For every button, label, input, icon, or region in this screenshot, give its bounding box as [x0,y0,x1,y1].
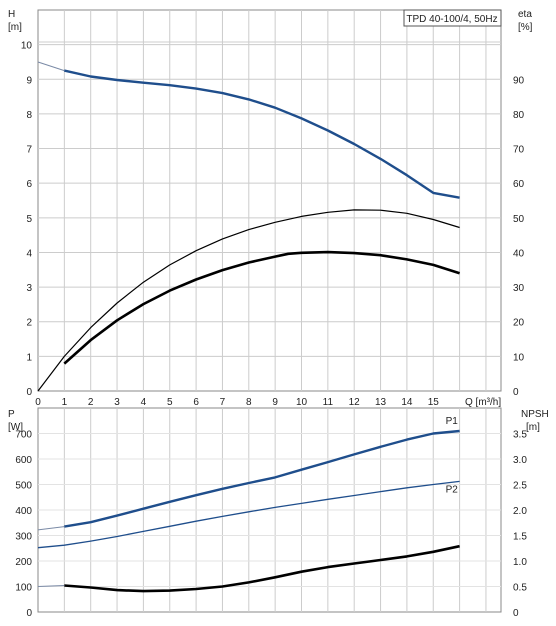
x-tick-label: 5 [167,397,173,408]
x-tick-label: 13 [375,397,387,408]
y-right-tick-label: 0.5 [513,583,527,594]
y-right-tick-label: 70 [513,145,525,156]
series-label-p1: P1 [446,416,459,427]
y-right-unit-bottom: [%] [518,22,533,33]
y-right-tick-label: 0 [513,387,519,398]
y-left-tick-label: 7 [26,145,32,156]
y-right-unit-top: eta [518,9,532,20]
x-tick-label: 11 [323,397,334,408]
x-tick-label: 6 [193,397,199,408]
series-head-extrapolated [37,61,65,72]
x-axis-label: Q [m³/h] [465,397,501,408]
y-left-unit-top: H [8,9,15,20]
y-left-tick-label: 100 [15,583,32,594]
y-left-tick-label: 2 [26,318,32,329]
y-left-tick-label: 5 [26,214,32,225]
y-left-tick-label: 400 [15,506,32,517]
series-head [64,69,460,199]
y-right-tick-label: 3.5 [513,430,527,441]
x-tick-label: 0 [35,397,41,408]
y-right-tick-label: 10 [513,352,525,363]
y-right-tick-label: 0 [513,608,519,619]
y-left-tick-label: 1 [26,352,32,363]
y-right-tick-label: 3.0 [513,455,527,466]
series-npsh-extrapolated [37,585,65,587]
series-p1-extrapolated [37,526,65,531]
x-tick-label: 14 [401,397,413,408]
y-left-tick-label: 6 [26,179,32,190]
x-tick-label: 2 [88,397,94,408]
y-left-tick-label: 4 [26,248,32,259]
x-tick-label: 12 [349,397,361,408]
x-tick-label: 15 [428,397,440,408]
y-left-unit-bottom: [m] [8,22,22,33]
y-right-tick-label: 90 [513,75,525,86]
x-tick-label: 7 [220,397,226,408]
x-tick-label: 3 [114,397,120,408]
y-right-tick-label: 2.5 [513,481,527,492]
series-p1 [64,429,460,528]
y-right-tick-label: 1.5 [513,532,527,543]
y-right-tick-label: 30 [513,283,525,294]
y-right-tick-label: 80 [513,110,525,121]
series-eta [37,209,460,392]
y-left-tick-label: 9 [26,75,32,86]
y-right-tick-label: 40 [513,248,525,259]
y-left-tick-label: 8 [26,110,32,121]
y-left-unit-top: P [8,409,15,420]
x-tick-label: 8 [246,397,252,408]
y-left-tick-label: 500 [15,481,32,492]
series-eta-thick [63,250,460,365]
x-tick-label: 9 [272,397,278,408]
y-right-tick-label: 50 [513,214,525,225]
x-tick-label: 10 [296,397,308,408]
y-left-tick-label: 300 [15,532,32,543]
y-left-tick-label: 3 [26,283,32,294]
y-right-tick-label: 60 [513,179,525,190]
title-box [403,9,502,27]
y-right-unit-bottom: [m] [526,422,540,433]
y-left-tick-label: 10 [21,41,33,52]
y-left-tick-label: 200 [15,557,32,568]
plot-area-top [37,9,502,392]
y-left-tick-label: 0 [26,387,32,398]
y-left-tick-label: 700 [15,430,32,441]
y-right-unit-top: NPSH [521,409,549,420]
x-tick-label: 1 [62,397,68,408]
chart-title: TPD 40-100/4, 50Hz [406,14,497,25]
y-right-tick-label: 20 [513,318,525,329]
y-left-tick-label: 0 [26,608,32,619]
series-npsh [64,544,460,593]
series-label-p2: P2 [446,484,459,495]
y-left-unit-bottom: [W] [8,422,23,433]
y-right-tick-label: 2.0 [513,506,527,517]
series-p2 [37,480,460,549]
y-right-tick-label: 1.0 [513,557,527,568]
x-tick-label: 4 [141,397,147,408]
grid-bottom [38,408,501,612]
y-left-tick-label: 600 [15,455,32,466]
